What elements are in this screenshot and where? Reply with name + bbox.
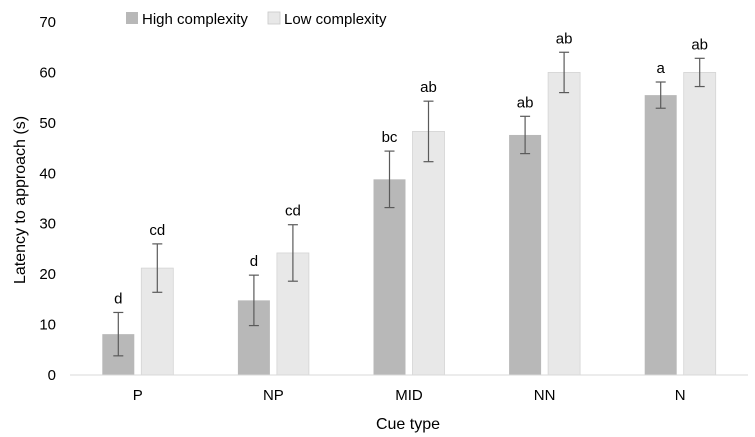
error-bar — [248, 274, 259, 327]
error-bar — [152, 243, 163, 293]
error-bars — [113, 51, 705, 357]
y-axis-title: Latency to approach (s) — [12, 116, 29, 284]
y-tick-label: 10 — [39, 317, 56, 334]
significance-letter: ab — [517, 94, 534, 111]
y-tick-label: 30 — [39, 216, 56, 233]
significance-letter: d — [114, 290, 122, 307]
significance-letter: ab — [420, 79, 437, 96]
legend: High complexity Low complexity — [126, 11, 387, 28]
x-axis-ticks: P NP MID NN N — [133, 387, 686, 404]
y-axis-ticks: 0 10 20 30 40 50 60 70 — [39, 14, 56, 384]
bars — [102, 72, 717, 376]
x-tick-label: N — [675, 387, 686, 404]
legend-swatch-low-complexity — [267, 11, 281, 25]
error-bar — [113, 311, 124, 357]
x-tick-label: MID — [395, 387, 423, 404]
y-tick-label: 0 — [48, 367, 56, 384]
y-tick-label: 50 — [39, 115, 56, 132]
bar-low-nn — [547, 72, 581, 376]
bar-high-n — [644, 95, 677, 375]
x-tick-label: P — [133, 387, 143, 404]
significance-letter: ab — [691, 36, 708, 53]
bar-high-mid — [373, 179, 406, 375]
error-bar — [520, 115, 531, 155]
significance-letter: d — [250, 253, 258, 270]
significance-letter: ab — [556, 30, 573, 47]
bar-high-nn — [509, 134, 542, 375]
y-tick-label: 70 — [39, 14, 56, 31]
significance-letter: bc — [382, 129, 398, 146]
significance-letter: cd — [149, 222, 165, 239]
legend-label-high-complexity: High complexity — [142, 11, 248, 28]
error-bar — [423, 100, 434, 163]
error-bar — [655, 81, 666, 109]
x-tick-label: NP — [263, 387, 284, 404]
error-bar — [287, 224, 298, 282]
error-bar — [694, 57, 705, 88]
error-bar — [384, 150, 395, 209]
y-tick-label: 20 — [39, 266, 56, 283]
x-axis-title: Cue type — [376, 416, 440, 433]
significance-letter: a — [657, 60, 666, 77]
error-bar — [559, 51, 570, 94]
y-tick-label: 40 — [39, 165, 56, 182]
y-tick-label: 60 — [39, 64, 56, 81]
legend-label-low-complexity: Low complexity — [284, 11, 387, 28]
bar-low-mid — [412, 131, 445, 376]
legend-swatch-high-complexity — [126, 12, 138, 24]
significance-letter: cd — [285, 203, 301, 220]
x-tick-label: NN — [534, 387, 556, 404]
bar-low-n — [683, 72, 717, 376]
significance-letters: d cd d cd bc ab ab ab a ab — [114, 30, 708, 307]
